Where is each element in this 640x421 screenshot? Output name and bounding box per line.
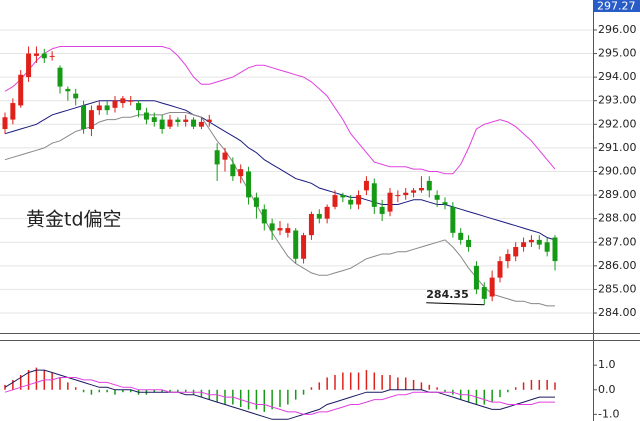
line xyxy=(4,112,555,307)
candle-body xyxy=(442,202,448,205)
line xyxy=(4,369,555,420)
candle-body xyxy=(489,277,495,297)
candle-body xyxy=(301,235,307,259)
candle-body xyxy=(521,242,527,247)
candle-body xyxy=(356,195,362,205)
candle-body xyxy=(128,100,134,102)
y-tick-label: 289.00 xyxy=(598,188,637,201)
candle-body xyxy=(120,98,126,104)
y-tick-label: 285.00 xyxy=(598,282,637,295)
candle-body xyxy=(238,169,244,177)
y-tick-label: -1.0 xyxy=(598,407,619,420)
line xyxy=(4,377,555,415)
y-tick-label: 0.0 xyxy=(598,383,616,396)
candle-body xyxy=(528,239,534,243)
candle-body xyxy=(191,119,197,127)
candle-body xyxy=(41,53,47,59)
candle-body xyxy=(536,239,542,245)
candle-body xyxy=(167,119,173,127)
candle-body xyxy=(81,105,87,130)
candle-body xyxy=(246,171,252,198)
candle-body xyxy=(57,67,63,87)
candle-body xyxy=(403,192,409,196)
candle-body xyxy=(481,287,487,299)
candle-body xyxy=(261,209,267,224)
candle-body xyxy=(206,119,212,122)
candle-body xyxy=(379,206,385,214)
candle-body xyxy=(269,223,275,231)
candle-body xyxy=(418,187,424,191)
candle-body xyxy=(513,246,519,257)
candle-body xyxy=(230,164,236,177)
candle-body xyxy=(49,55,55,57)
low-pointer xyxy=(426,302,485,306)
candle-body xyxy=(104,105,110,111)
candle-body xyxy=(222,152,228,160)
y-tick-label: 291.00 xyxy=(598,141,637,154)
candle-body xyxy=(18,74,24,106)
candle-body xyxy=(371,183,377,207)
candle-body xyxy=(143,112,149,120)
candle-body xyxy=(214,150,220,165)
candle-body xyxy=(458,232,464,240)
candle-body xyxy=(198,121,204,127)
candle-body xyxy=(96,105,102,111)
y-tick-label: 290.00 xyxy=(598,164,637,177)
y-tick-label: 295.00 xyxy=(598,47,637,60)
candle-body xyxy=(395,195,401,197)
candle-body xyxy=(73,93,79,99)
candle-body xyxy=(411,190,417,193)
annotation: 黄金td偏空 xyxy=(26,209,122,231)
candle-body xyxy=(348,199,354,205)
low-label: 284.35 xyxy=(426,288,468,301)
candle-body xyxy=(2,117,8,130)
candle-body xyxy=(175,119,181,122)
y-tick-label: 294.00 xyxy=(598,70,637,83)
candle-body xyxy=(33,53,39,56)
y-tick-label: 284.00 xyxy=(598,306,637,319)
y-tick-label: 296.00 xyxy=(598,23,637,36)
candle-body xyxy=(277,228,283,231)
candle-body xyxy=(324,206,330,219)
candle-body xyxy=(151,117,157,122)
y-tick-label: 286.00 xyxy=(598,259,637,272)
candle-body xyxy=(473,265,479,290)
candle-body xyxy=(293,230,299,259)
y-tick-label: 1.0 xyxy=(598,358,616,371)
candle-body xyxy=(112,100,118,108)
candle-body xyxy=(552,237,558,262)
y-tick-label: 287.00 xyxy=(598,235,637,248)
price-box xyxy=(594,0,640,12)
candle-body xyxy=(88,110,94,130)
line xyxy=(4,100,556,241)
line xyxy=(4,46,556,175)
candle-body xyxy=(26,53,32,78)
candle-body xyxy=(505,254,511,262)
candle-body xyxy=(10,103,16,120)
candle-body xyxy=(450,206,456,233)
candle-body xyxy=(544,242,550,252)
candle-body xyxy=(65,88,71,92)
candle-body xyxy=(340,195,346,198)
candle-body xyxy=(285,228,291,233)
y-tick-label: 292.00 xyxy=(598,117,637,130)
candle-body xyxy=(426,180,432,191)
candle-body xyxy=(253,197,259,207)
candle-body xyxy=(387,192,393,212)
candle-body xyxy=(136,103,142,111)
candle-body xyxy=(434,195,440,200)
candle-body xyxy=(316,213,322,219)
y-tick-label: 288.00 xyxy=(598,212,637,225)
candle-body xyxy=(466,239,472,247)
candle-body xyxy=(308,213,314,236)
candle-body xyxy=(332,195,338,207)
candle-body xyxy=(183,119,189,122)
y-tick-label: 293.00 xyxy=(598,94,637,107)
candle-body xyxy=(159,119,165,130)
candle-body xyxy=(363,180,369,191)
candle-body xyxy=(497,261,503,278)
price-label: 297.27 xyxy=(597,0,636,13)
